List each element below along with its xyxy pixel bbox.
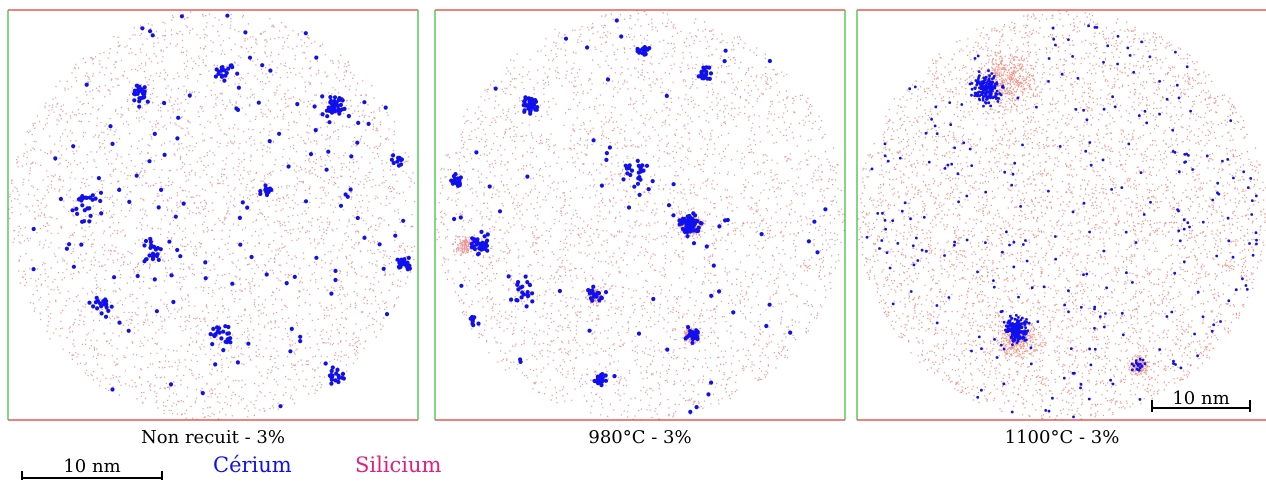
panel: 980°C - 3%	[434, 9, 846, 448]
silicium-atoms	[857, 10, 1266, 421]
scale-bar-label: 10 nm	[63, 456, 120, 477]
cerium-atoms	[449, 18, 828, 415]
panel-label: Non recuit - 3%	[141, 427, 285, 448]
panel-scale-label: 10 nm	[1172, 388, 1229, 409]
legend-cerium: Cérium	[213, 453, 292, 477]
silicium-atoms	[8, 11, 416, 421]
panel-label: 980°C - 3%	[588, 427, 691, 448]
panel: Non recuit - 3%	[7, 9, 419, 448]
legend-silicium: Silicium	[355, 453, 442, 477]
panel: 1100°C - 3% 10 nm	[856, 9, 1266, 448]
panel-label: 1100°C - 3%	[1005, 427, 1120, 448]
silicium-atoms	[435, 10, 846, 421]
panels: Non recuit - 3% 980°C - 3% 1100°C - 3% 10 n…	[7, 9, 1266, 448]
